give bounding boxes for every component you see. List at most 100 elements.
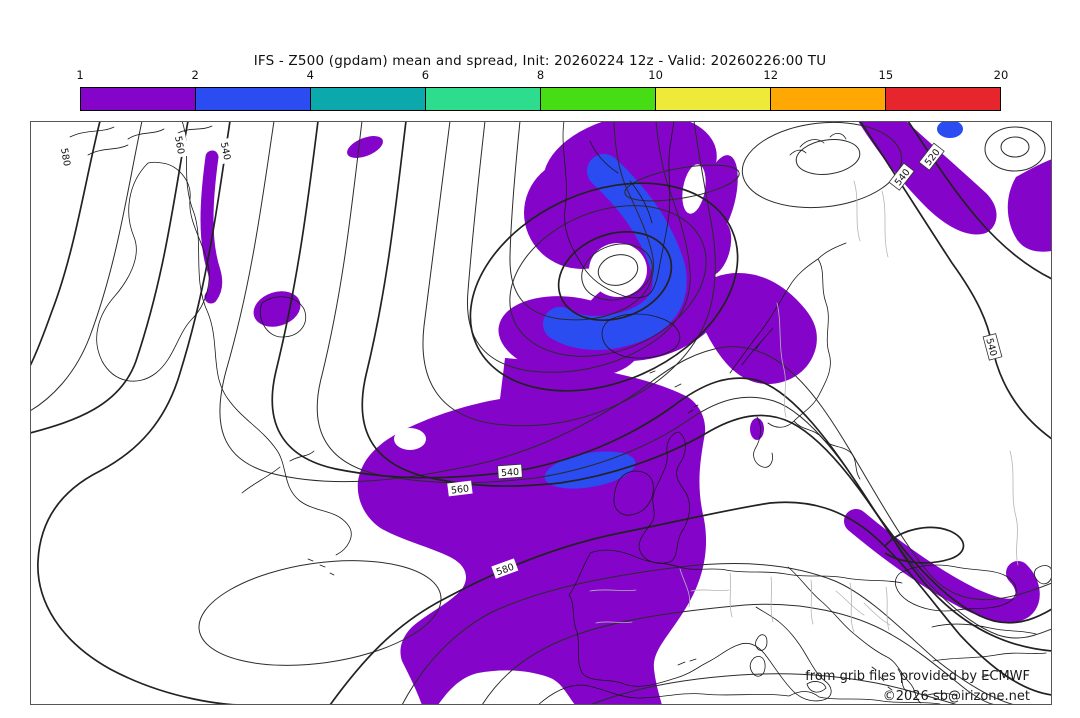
colorbar-tick-1: 1	[76, 68, 84, 82]
contour-ellipse-subtropical-high	[198, 560, 442, 666]
contour-line	[401, 562, 1016, 705]
contour-ellipse-barents-inner	[795, 139, 861, 175]
coast-caspian	[1033, 565, 1052, 585]
spread-blob-denmark	[750, 418, 764, 440]
contour-ring-low-5	[469, 182, 739, 392]
coast-greenland	[562, 121, 675, 299]
contour-ellipse-barents-outer	[741, 121, 903, 209]
white-holes	[394, 164, 706, 450]
colorbar-segment-6-8	[426, 88, 541, 110]
coast-biscay-iberia	[568, 553, 739, 687]
contour-line-540-around-high	[37, 121, 241, 705]
contour-label-box	[888, 162, 915, 191]
contour-line	[316, 121, 1052, 639]
height-contours-thin	[30, 121, 1052, 705]
contour-line	[509, 121, 655, 321]
border-line	[849, 582, 890, 633]
coast-north-africa	[537, 684, 941, 705]
contour-ring-low-2	[581, 243, 653, 301]
colorbar-tick-2: 2	[191, 68, 199, 82]
contour-line	[466, 121, 691, 373]
chart-title: IFS - Z500 (gpdam) mean and spread, Init…	[253, 53, 827, 69]
border-line	[679, 568, 730, 608]
spread-blue-greenland-band	[543, 154, 687, 350]
contour-label-text: 580	[58, 147, 72, 167]
contour-line	[422, 121, 716, 427]
colorbar-segment-15-20	[886, 88, 1000, 110]
colorbar-ticks: 1 2 4 6 8 10 12 15 20	[76, 68, 1008, 84]
contour-label-box	[918, 142, 945, 171]
coast-newfoundland	[259, 296, 307, 338]
contour-line-580-wave	[329, 501, 1052, 705]
coast-arctic-islands	[69, 125, 213, 156]
country-borders	[589, 180, 1019, 633]
border-line	[835, 590, 891, 626]
contour-line-580-nw	[30, 121, 101, 367]
coast-svalbard	[789, 133, 847, 156]
band-notch	[682, 164, 706, 214]
border-line	[729, 572, 814, 625]
contour-label-text: 540	[983, 337, 998, 357]
mass-west-notch	[394, 428, 426, 450]
contour-label-540: 540	[497, 463, 523, 480]
contour-line	[30, 121, 143, 412]
colorbar-tick-10: 10	[648, 68, 663, 82]
colorbar-segment-2-4	[196, 88, 311, 110]
colorbar-segment-1-2	[81, 88, 196, 110]
coast-italy	[737, 606, 832, 702]
border-line	[853, 180, 889, 258]
contour-label-560: 560	[172, 131, 189, 158]
colorbar-segment-10-12	[656, 88, 771, 110]
coast-hudson-bay	[96, 161, 210, 382]
colorbar-tick-8: 8	[536, 68, 545, 82]
contour-ring-low-1	[597, 254, 639, 286]
contour-line-560-wave	[361, 121, 1052, 652]
spread-strip-labrador	[200, 150, 223, 304]
contour-label-text: 560	[172, 135, 186, 155]
contour-label-text: 540	[218, 141, 233, 161]
spread-blob-norway	[696, 273, 817, 385]
colorbar-tick-4: 4	[306, 68, 314, 82]
attribution-source: from grib files provided by ECMWF	[805, 669, 1030, 684]
spread-blob-right-edge	[1007, 159, 1052, 252]
coast-norway	[729, 242, 847, 428]
colorbar-tick-20: 20	[993, 68, 1009, 82]
coast-corsica-sardinia	[749, 634, 768, 677]
coastlines	[69, 121, 1052, 705]
coast-labrador	[181, 121, 352, 556]
contour-ring-corner-low-inner	[1000, 136, 1030, 158]
contour-label-box	[58, 143, 75, 170]
coast-azores	[307, 558, 335, 576]
coast-sicily	[806, 681, 827, 693]
contour-label-text: 560	[450, 483, 469, 496]
contour-label-box	[217, 137, 236, 164]
coast-europe-north	[589, 549, 903, 584]
colorbar	[80, 87, 1001, 111]
colorbar-segment-12-15	[771, 88, 886, 110]
spread-blob-newfoundland	[253, 291, 301, 327]
spread-regions-2-4	[543, 121, 963, 489]
spread-band-barents	[858, 121, 997, 235]
contour-line	[481, 603, 999, 705]
coast-baltic-denmark	[753, 416, 861, 480]
contour-ring-low-4	[509, 205, 707, 357]
contour-ring-low-3	[557, 230, 673, 322]
coast-adriatic-balkans	[787, 566, 922, 704]
contour-label-560: 560	[447, 480, 473, 497]
contour-label-box	[491, 558, 519, 579]
map-border	[30, 121, 1052, 705]
coast-greece-crete	[871, 666, 991, 697]
spread-region-central-atlantic	[357, 358, 707, 705]
contour-line-520-ne	[907, 121, 1052, 280]
low-center-hole	[589, 243, 647, 297]
border-line	[595, 621, 633, 624]
spread-blue-west-of-ireland	[544, 451, 636, 489]
spread-strip-east-greenland-2	[700, 220, 732, 276]
contour-label-580: 580	[58, 143, 75, 170]
coast-anatolia	[931, 623, 1047, 662]
contour-label-text: 540	[501, 467, 520, 479]
colorbar-segment-4-6	[311, 88, 426, 110]
colorbar-tick-15: 15	[878, 68, 894, 82]
colorbar-tick-6: 6	[421, 68, 430, 82]
